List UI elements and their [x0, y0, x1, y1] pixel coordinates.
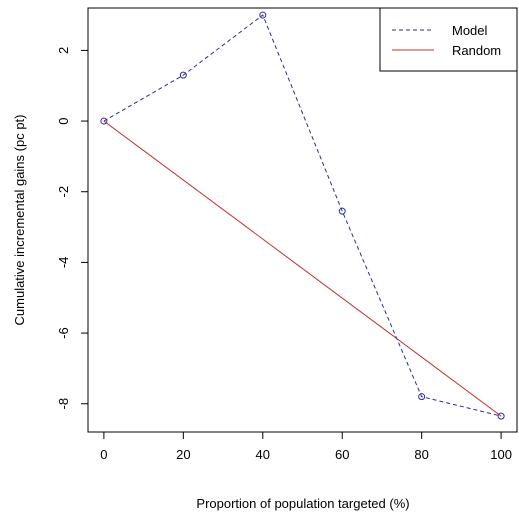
data-point-model: [179, 71, 187, 79]
x-axis: 0 20 40 60 80 100: [100, 432, 512, 462]
legend-random-label: Random: [452, 43, 501, 58]
x-tick-label: 40: [256, 447, 270, 462]
data-point-model: [259, 11, 267, 19]
y-tick-label: 0: [56, 117, 71, 124]
x-tick-label: 60: [335, 447, 349, 462]
series-layer: [100, 11, 505, 420]
data-point-model: [100, 117, 108, 125]
x-tick-label: 0: [100, 447, 107, 462]
y-tick-label: -6: [56, 327, 71, 339]
x-tick-label: 100: [490, 447, 512, 462]
y-tick-label: -4: [56, 257, 71, 269]
y-tick-label: 2: [56, 47, 71, 54]
series-line-random: [103, 120, 502, 417]
x-tick-label: 80: [414, 447, 428, 462]
data-point-model: [418, 393, 426, 401]
x-axis-title: Proportion of population targeted (%): [196, 496, 409, 511]
legend-model-label: Model: [452, 23, 488, 38]
x-tick-label: 20: [176, 447, 190, 462]
y-tick-label: -8: [56, 398, 71, 410]
legend-box: [379, 7, 518, 72]
data-point-model: [338, 207, 346, 215]
y-axis: -8 -6 -4 -2 0 2: [56, 47, 88, 410]
series-line-model: [103, 14, 502, 417]
y-tick-label: -2: [56, 186, 71, 198]
plot-frame: [87, 7, 518, 433]
legend: Model Random: [379, 7, 518, 72]
y-axis-title: Cumulative incremental gains (pc pt): [12, 115, 27, 326]
data-point-model: [497, 412, 505, 420]
